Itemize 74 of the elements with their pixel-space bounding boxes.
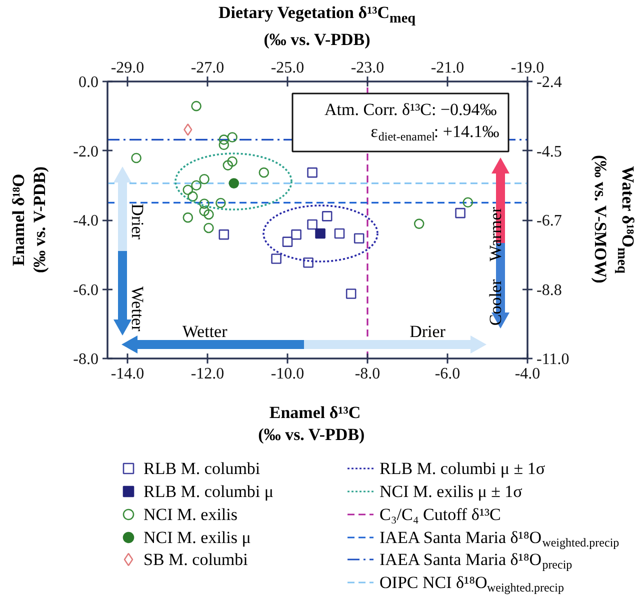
legend-label: C₃/C₄ Cutoff δ¹³C <box>380 505 501 524</box>
annotation: Drier <box>410 322 446 341</box>
point <box>307 167 318 178</box>
point <box>282 236 293 247</box>
point <box>228 178 240 188</box>
legend-label: SB M. columbi <box>144 550 248 569</box>
point <box>346 288 356 299</box>
point <box>227 156 238 167</box>
point <box>303 257 314 268</box>
point <box>131 152 142 164</box>
legend-label: NCI M. exilis μ <box>144 528 251 547</box>
text: Dietary Vegetation δ¹³C$_{meq}$ (‰ vs. V-PDB) <box>218 3 416 50</box>
point <box>191 100 202 112</box>
y2-tick-label: -4.5 <box>536 143 562 160</box>
x-tick-label: -10.0 <box>270 366 304 382</box>
annotation: Cooler <box>486 279 505 326</box>
point <box>191 180 202 191</box>
point <box>227 132 238 142</box>
y2-tick-label: -6.7 <box>536 212 562 230</box>
legend-label: RLB M. columbi <box>144 459 260 478</box>
point <box>216 198 226 208</box>
point <box>222 160 234 170</box>
x-axis-title: Enamel δ¹³C (‰ vs. V-PDB) <box>258 403 365 444</box>
x2-tick-label: -19.0 <box>510 60 544 76</box>
point <box>199 198 210 209</box>
point <box>182 184 194 196</box>
x2-tick-label: -25.0 <box>270 60 304 76</box>
x2-tick-label: -27.0 <box>190 60 224 76</box>
y-tick-label: -8.0 <box>73 351 98 368</box>
x2-tick-label: -21.0 <box>430 60 464 76</box>
legend-label: RLB M. columbi μ <box>144 482 274 501</box>
x-tick-label: -12.0 <box>190 366 224 382</box>
x-tick-label: -4.0 <box>514 366 540 382</box>
point <box>218 140 230 150</box>
legend-label: NCI M. exilis <box>144 505 238 524</box>
point <box>218 229 230 240</box>
point <box>462 197 474 208</box>
x-tick-label: -6.0 <box>434 366 460 382</box>
annotation: Wetter <box>128 286 147 332</box>
point <box>414 218 424 229</box>
x2-tick-label: -29.0 <box>110 60 144 76</box>
annotation: Wetter <box>182 322 228 341</box>
y-tick-label: 0.0 <box>78 74 98 91</box>
point <box>455 208 466 218</box>
annotation: Warmer <box>486 206 505 262</box>
point <box>218 134 230 145</box>
y-axis-title: Enamel δ¹⁸O (‰ vs. V-PDB) <box>8 165 50 275</box>
x-tick-label: -14.0 <box>110 366 144 382</box>
point <box>199 206 210 216</box>
point <box>354 233 364 244</box>
point <box>271 254 282 264</box>
y-tick-label: -4.0 <box>73 212 98 230</box>
x2-tick-label: -23.0 <box>350 60 384 76</box>
annotation: Atm. Corr. δ¹³C: −0.94‰ <box>324 100 497 119</box>
y2-tick-label: -8.8 <box>536 282 562 299</box>
text: RLB M. columbi μ ± 1σ <box>380 459 546 478</box>
point <box>204 209 214 220</box>
point <box>204 222 214 234</box>
point <box>258 167 270 178</box>
y-tick-label: -2.0 <box>73 143 98 160</box>
point <box>307 219 318 230</box>
point <box>322 211 332 222</box>
text: NCI M. exilis μ ± 1σ <box>380 482 522 501</box>
point <box>182 212 194 223</box>
x-tick-label: -8.0 <box>354 366 380 382</box>
y2-tick-label: -11.0 <box>536 351 570 368</box>
y2-tick-label: -2.4 <box>536 74 562 91</box>
point <box>315 228 326 239</box>
point <box>334 228 345 239</box>
point <box>291 229 302 240</box>
point <box>199 174 210 184</box>
y-tick-label: -6.0 <box>73 282 98 299</box>
point <box>188 191 198 202</box>
annotation: Drier <box>128 204 147 240</box>
